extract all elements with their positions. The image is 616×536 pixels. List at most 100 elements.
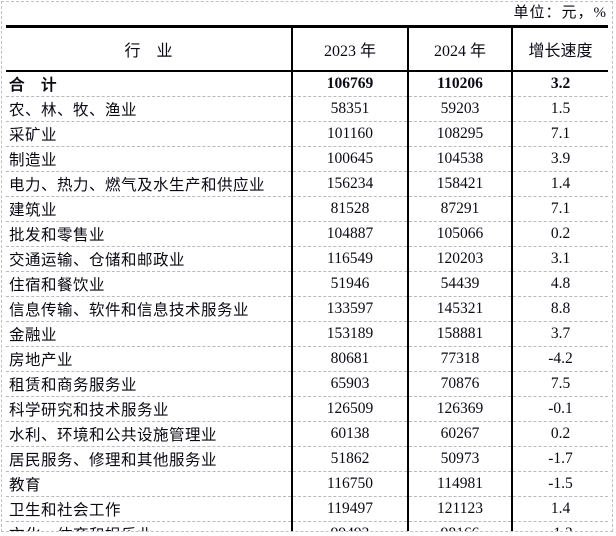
value-2024-cell: 54439 (407, 271, 512, 297)
growth-rate-cell: -1.3 (511, 521, 608, 531)
value-2024-cell: 108295 (407, 121, 512, 147)
value-2023-cell: 99493 (291, 521, 408, 531)
table-row: 教育 116750 114981 -1.5 (6, 471, 608, 497)
value-2024-cell: 145321 (407, 296, 512, 322)
industry-name-cell: 批发和零售业 (6, 221, 292, 247)
table-row: 住宿和餐饮业 51946 54439 4.8 (6, 271, 608, 297)
growth-rate-cell: 3.9 (511, 146, 608, 172)
value-2024-cell: 77318 (407, 346, 512, 372)
value-2023-cell: 58351 (291, 96, 408, 122)
growth-rate-cell: 3.2 (511, 71, 608, 97)
value-2024-cell: 59203 (407, 96, 512, 122)
growth-rate-cell: 1.5 (511, 96, 608, 122)
table-row: 合 计 106769 110206 3.2 (6, 71, 608, 97)
table-row: 金融业 153189 158881 3.7 (6, 321, 608, 347)
value-2023-cell: 153189 (291, 321, 408, 347)
value-2023-cell: 116549 (291, 246, 408, 272)
growth-rate-cell: 3.1 (511, 246, 608, 272)
industry-wage-table: 行 业 2023 年 2024 年 增长速度 合 计 106769 110206… (6, 25, 608, 531)
table-row: 交通运输、仓储和邮政业 116549 120203 3.1 (6, 246, 608, 272)
value-2023-cell: 51946 (291, 271, 408, 297)
growth-rate-cell: 7.5 (511, 371, 608, 397)
value-2023-cell: 60138 (291, 421, 408, 447)
table-row: 居民服务、修理和其他服务业 51862 50973 -1.7 (6, 446, 608, 472)
growth-rate-cell: -4.2 (511, 346, 608, 372)
column-header-growth: 增长速度 (511, 26, 608, 72)
industry-name-cell: 房地产业 (6, 346, 292, 372)
value-2024-cell: 60267 (407, 421, 512, 447)
table-header: 行 业 2023 年 2024 年 增长速度 (6, 26, 608, 72)
industry-name-cell: 电力、热力、燃气及水生产和供应业 (6, 171, 292, 197)
table-row: 房地产业 80681 77318 -4.2 (6, 346, 608, 372)
growth-rate-cell: 3.7 (511, 321, 608, 347)
unit-note: 单位：元，% (513, 5, 607, 21)
table-row: 信息传输、软件和信息技术服务业 133597 145321 8.8 (6, 296, 608, 322)
table-row: 水利、环境和公共设施管理业 60138 60267 0.2 (6, 421, 608, 447)
industry-name-cell: 居民服务、修理和其他服务业 (6, 446, 292, 472)
growth-rate-cell: 1.4 (511, 171, 608, 197)
table-row: 科学研究和技术服务业 126509 126369 -0.1 (6, 396, 608, 422)
table-row: 卫生和社会工作 119497 121123 1.4 (6, 496, 608, 522)
industry-name-cell: 农、林、牧、渔业 (6, 96, 292, 122)
value-2023-cell: 80681 (291, 346, 408, 372)
industry-name-cell: 建筑业 (6, 196, 292, 222)
growth-rate-cell: 1.4 (511, 496, 608, 522)
value-2023-cell: 116750 (291, 471, 408, 497)
value-2023-cell: 51862 (291, 446, 408, 472)
value-2024-cell: 120203 (407, 246, 512, 272)
table-header-row: 行 业 2023 年 2024 年 增长速度 (6, 26, 608, 72)
value-2023-cell: 65903 (291, 371, 408, 397)
value-2024-cell: 158881 (407, 321, 512, 347)
industry-name-cell: 信息传输、软件和信息技术服务业 (6, 296, 292, 322)
table-row: 租赁和商务服务业 65903 70876 7.5 (6, 371, 608, 397)
growth-rate-cell: -1.5 (511, 471, 608, 497)
table-row: 电力、热力、燃气及水生产和供应业 156234 158421 1.4 (6, 171, 608, 197)
industry-name-cell: 租赁和商务服务业 (6, 371, 292, 397)
value-2023-cell: 100645 (291, 146, 408, 172)
value-2024-cell: 110206 (407, 71, 512, 97)
table-row: 制造业 100645 104538 3.9 (6, 146, 608, 172)
value-2024-cell: 104538 (407, 146, 512, 172)
industry-name-cell: 水利、环境和公共设施管理业 (6, 421, 292, 447)
industry-name-cell: 金融业 (6, 321, 292, 347)
value-2023-cell: 104887 (291, 221, 408, 247)
growth-rate-cell: 4.8 (511, 271, 608, 297)
industry-name-cell: 科学研究和技术服务业 (6, 396, 292, 422)
value-2024-cell: 105066 (407, 221, 512, 247)
industry-name-cell: 卫生和社会工作 (6, 496, 292, 522)
industry-name-cell: 制造业 (6, 146, 292, 172)
value-2024-cell: 121123 (407, 496, 512, 522)
value-2023-cell: 156234 (291, 171, 408, 197)
value-2024-cell: 126369 (407, 396, 512, 422)
table-row: 采矿业 101160 108295 7.1 (6, 121, 608, 147)
value-2024-cell: 70876 (407, 371, 512, 397)
value-2023-cell: 126509 (291, 396, 408, 422)
column-header-2024: 2024 年 (407, 26, 512, 72)
growth-rate-cell: 7.1 (511, 121, 608, 147)
growth-rate-cell: -0.1 (511, 396, 608, 422)
table-row: 批发和零售业 104887 105066 0.2 (6, 221, 608, 247)
industry-name-cell: 住宿和餐饮业 (6, 271, 292, 297)
value-2023-cell: 81528 (291, 196, 408, 222)
industry-name-cell: 文化、体育和娱乐业 (6, 521, 292, 531)
value-2024-cell: 87291 (407, 196, 512, 222)
growth-rate-cell: 0.2 (511, 421, 608, 447)
value-2023-cell: 106769 (291, 71, 408, 97)
industry-name-cell: 采矿业 (6, 121, 292, 147)
value-2024-cell: 50973 (407, 446, 512, 472)
table-row: 建筑业 81528 87291 7.1 (6, 196, 608, 222)
growth-rate-cell: 8.8 (511, 296, 608, 322)
column-header-2023: 2023 年 (291, 26, 408, 72)
industry-name-cell: 合 计 (9, 77, 58, 94)
table-row: 文化、体育和娱乐业 99493 98166 -1.3 (6, 521, 608, 531)
value-2023-cell: 119497 (291, 496, 408, 522)
growth-rate-cell: -1.7 (511, 446, 608, 472)
value-2024-cell: 114981 (407, 471, 512, 497)
value-2023-cell: 101160 (291, 121, 408, 147)
column-header-industry: 行 业 (6, 26, 292, 72)
industry-name-cell: 教育 (6, 471, 292, 497)
value-2024-cell: 158421 (407, 171, 512, 197)
industry-name-cell: 交通运输、仓储和邮政业 (6, 246, 292, 272)
value-2023-cell: 133597 (291, 296, 408, 322)
